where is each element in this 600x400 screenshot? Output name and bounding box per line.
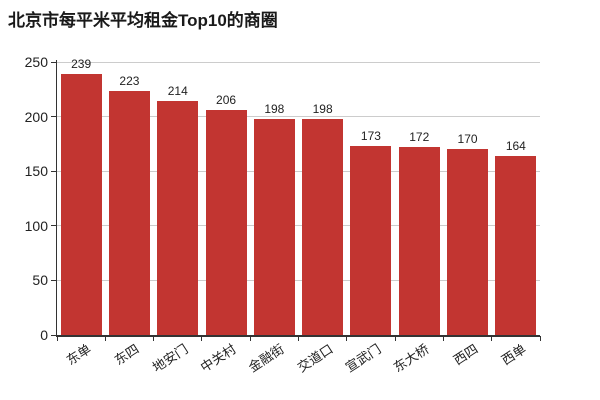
x-category-label: 宣武门 bbox=[342, 341, 384, 375]
bar-value-label: 170 bbox=[457, 132, 478, 147]
y-tick-label: 200 bbox=[24, 108, 48, 125]
x-category-label: 西单 bbox=[498, 341, 529, 368]
bar bbox=[157, 101, 199, 335]
x-tick bbox=[298, 336, 299, 341]
bar bbox=[253, 118, 295, 335]
bar bbox=[302, 118, 344, 335]
bar-value-label: 239 bbox=[71, 57, 92, 71]
x-axis-line bbox=[55, 335, 540, 337]
x-tick bbox=[104, 336, 106, 341]
bar-value-label: 164 bbox=[505, 138, 526, 153]
y-tick bbox=[51, 279, 57, 281]
bar-value-label: 198 bbox=[312, 101, 333, 116]
x-category-label: 东大桥 bbox=[390, 341, 432, 375]
x-tick bbox=[394, 336, 396, 341]
x-tick bbox=[201, 336, 203, 341]
x-tick bbox=[491, 336, 493, 341]
bar bbox=[60, 74, 102, 335]
bar bbox=[205, 110, 247, 335]
x-category-label: 地安门 bbox=[149, 341, 191, 375]
gridline bbox=[57, 225, 540, 227]
y-tick-label: 150 bbox=[24, 163, 48, 180]
bar bbox=[447, 149, 489, 335]
bar bbox=[350, 146, 392, 335]
x-category-label: 西四 bbox=[450, 341, 481, 368]
y-tick-label: 100 bbox=[24, 217, 48, 234]
x-category-label: 东四 bbox=[112, 341, 143, 368]
gridline bbox=[57, 170, 540, 172]
bar bbox=[108, 91, 150, 335]
y-tick bbox=[51, 116, 57, 118]
x-tick bbox=[442, 336, 444, 341]
bar bbox=[398, 147, 440, 335]
x-tick bbox=[153, 336, 155, 341]
y-tick-label: 250 bbox=[24, 54, 48, 70]
y-tick bbox=[51, 170, 57, 172]
y-tick-label: 50 bbox=[32, 272, 48, 289]
y-axis-line bbox=[55, 60, 57, 337]
x-tick bbox=[56, 336, 58, 341]
bar-value-label: 172 bbox=[409, 130, 430, 145]
y-tick bbox=[51, 225, 57, 227]
bar-value-label: 214 bbox=[167, 84, 188, 99]
y-tick bbox=[51, 334, 57, 336]
x-category-label: 东单 bbox=[63, 341, 94, 368]
bar bbox=[495, 155, 537, 335]
gridline bbox=[57, 116, 540, 118]
y-tick-label: 0 bbox=[40, 327, 48, 343]
y-tick bbox=[51, 61, 57, 63]
x-category-label: 中关村 bbox=[197, 341, 239, 375]
x-tick bbox=[539, 336, 541, 341]
bar-value-label: 198 bbox=[264, 101, 285, 116]
x-category-label: 交道口 bbox=[294, 341, 336, 375]
x-tick bbox=[346, 336, 348, 341]
bar-value-label: 206 bbox=[216, 93, 237, 108]
bar-value-label: 223 bbox=[119, 74, 140, 89]
chart-title: 北京市每平米平均租金Top10的商圈 bbox=[8, 11, 278, 30]
gridline bbox=[57, 61, 540, 63]
gridline bbox=[57, 279, 540, 281]
x-category-label: 金融街 bbox=[246, 341, 287, 375]
bar-value-label: 173 bbox=[360, 129, 381, 144]
x-tick bbox=[249, 336, 251, 341]
